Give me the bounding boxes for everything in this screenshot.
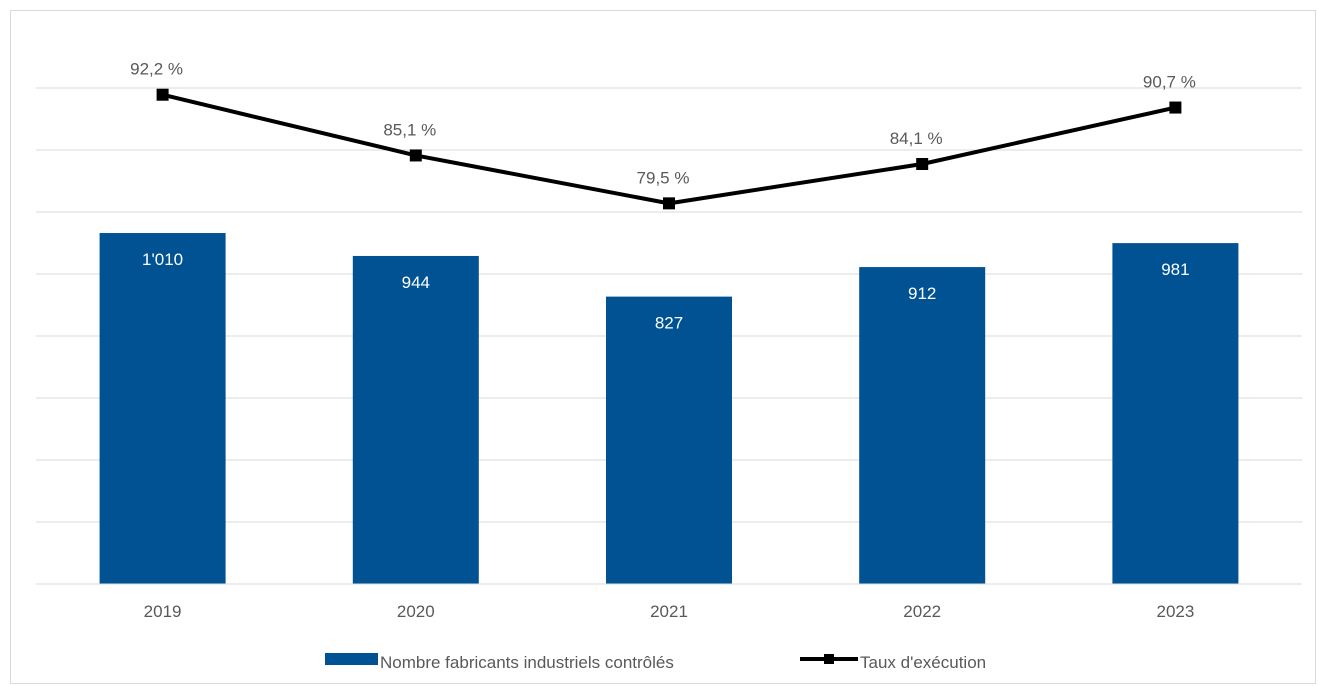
x-tick-2023: 2023 — [1156, 602, 1194, 621]
bar-2019 — [99, 233, 226, 584]
line-point-2021 — [663, 197, 675, 210]
bar-series — [99, 233, 1239, 585]
legend-swatch-bars — [325, 653, 378, 665]
line-label-2019: 92,2 % — [130, 60, 183, 79]
line-label-2022: 84,1 % — [890, 129, 943, 148]
bar-2020 — [352, 255, 479, 584]
line-label-2020: 85,1 % — [383, 120, 436, 139]
legend: Nombre fabricants industriels contrôlés … — [325, 653, 986, 672]
legend-marker-line — [824, 654, 834, 664]
bar-label-2023: 981 — [1161, 260, 1189, 279]
gridlines — [36, 87, 1302, 523]
x-tick-2020: 2020 — [397, 602, 435, 621]
line-point-2022 — [916, 158, 929, 171]
bar-label-2020: 944 — [402, 273, 430, 292]
x-tick-2021: 2021 — [650, 602, 688, 621]
line-point-2019 — [156, 88, 169, 101]
bar-label-2021: 827 — [655, 314, 683, 333]
bar-label-2019: 1'010 — [142, 250, 183, 269]
line-label-2023: 90,7 % — [1143, 73, 1196, 92]
x-tick-2019: 2019 — [144, 602, 182, 621]
bar-data-labels: 1'010 944 827 912 981 — [142, 250, 1190, 333]
line-series — [156, 88, 1182, 210]
bar-2021 — [606, 296, 732, 584]
bar-2022 — [859, 267, 986, 584]
line-data-labels: 92,2 % 85,1 % 79,5 % 84,1 % 90,7 % — [130, 60, 1196, 188]
bar-label-2022: 912 — [908, 284, 936, 303]
legend-label-line: Taux d'exécution — [860, 653, 986, 672]
x-tick-2022: 2022 — [903, 602, 941, 621]
legend-label-bars: Nombre fabricants industriels contrôlés — [380, 653, 674, 672]
line-label-2021: 79,5 % — [637, 168, 690, 187]
line-point-2023 — [1169, 101, 1182, 114]
x-tick-labels: 2019 2020 2021 2022 2023 — [144, 602, 1195, 621]
bar-2023 — [1112, 243, 1239, 585]
line-point-2020 — [409, 149, 422, 162]
